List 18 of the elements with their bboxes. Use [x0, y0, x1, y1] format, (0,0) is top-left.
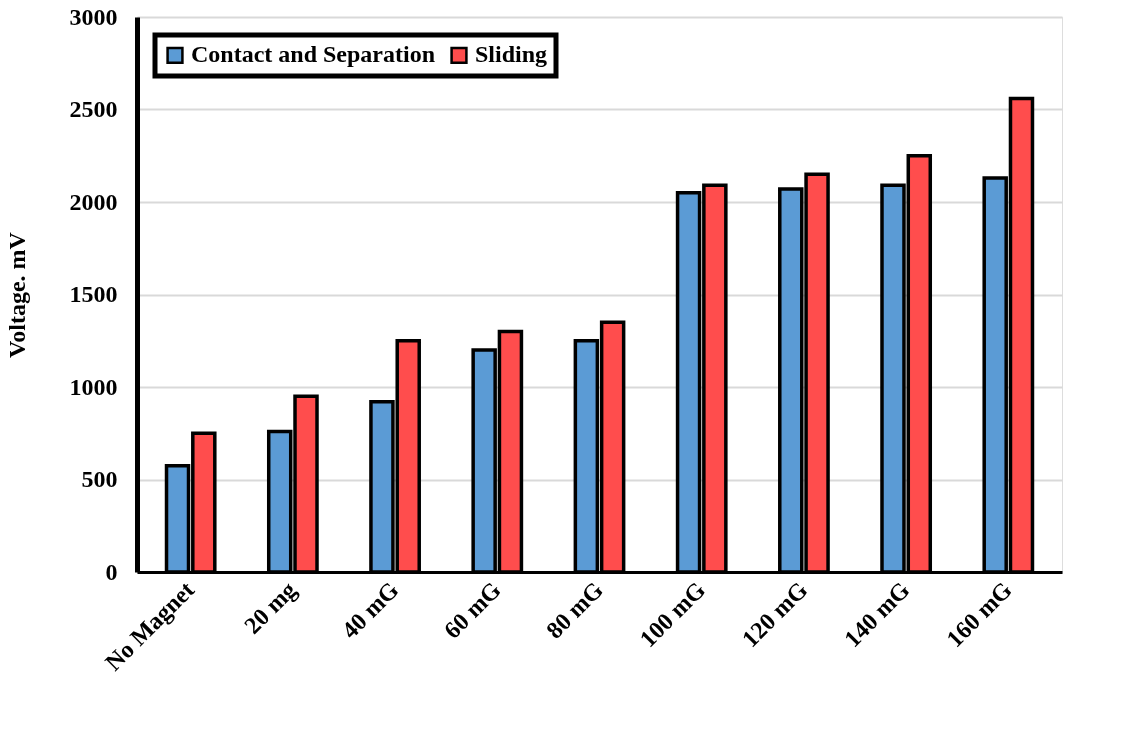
legend-label: Contact and Separation — [191, 41, 436, 68]
y-tick-label: 2500 — [69, 96, 118, 122]
x-tick-label: 80 mG — [541, 576, 609, 644]
x-tick-label: 140 mG — [839, 576, 915, 653]
x-tick-label: 160 mG — [941, 576, 1018, 653]
y-tick-label: 3000 — [69, 3, 118, 30]
x-tick-label: 100 mG — [634, 576, 711, 653]
y-axis-title: Voltage. mV — [3, 231, 30, 358]
y-tick-label: 1500 — [69, 281, 118, 307]
x-tick-label: 120 mG — [736, 576, 813, 653]
x-tick-label: 20 mg — [239, 576, 302, 639]
y-tick-label: 1000 — [69, 373, 118, 400]
x-tick-label: 60 mG — [438, 576, 506, 644]
x-tick-label: 40 mG — [336, 576, 404, 644]
y-tick-label: 2000 — [69, 188, 118, 215]
y-tick-label: 500 — [81, 466, 118, 492]
y-tick-label: 0 — [105, 558, 118, 585]
legend-label: Sliding — [475, 41, 548, 68]
